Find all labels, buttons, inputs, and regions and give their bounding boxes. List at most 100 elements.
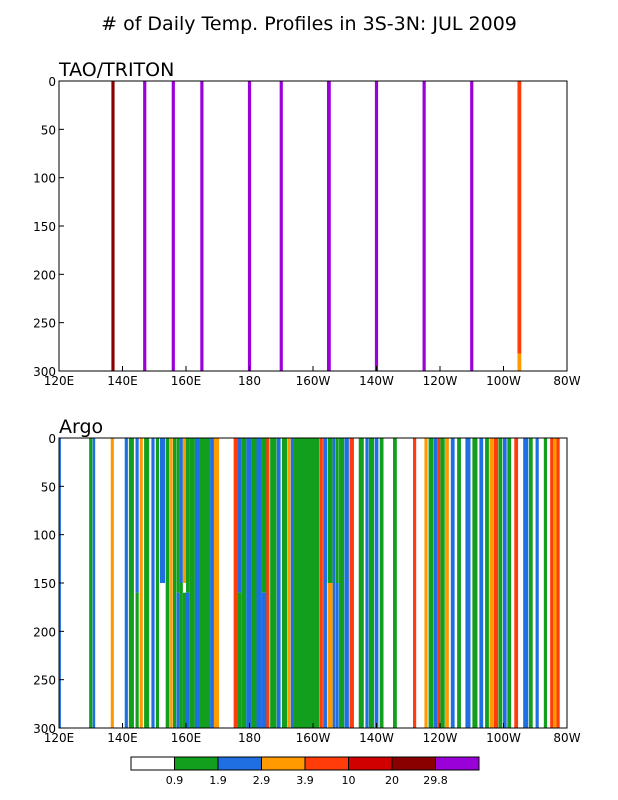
bar-4-segment-0	[124, 438, 128, 728]
bar-23-segment-0	[213, 438, 220, 728]
bar-22-segment-0	[210, 438, 214, 728]
x-tick-label-6: 120W	[423, 731, 458, 745]
bar-0-segment-0	[111, 81, 115, 371]
bar-16-segment-1	[179, 583, 183, 728]
bar-29-segment-0	[256, 438, 262, 728]
bar-8-segment-0	[144, 438, 150, 728]
bar-67-segment-0	[498, 438, 503, 728]
bar-6-segment-0	[135, 438, 139, 593]
y-tick-label-5: 250	[33, 674, 56, 688]
bar-31-segment-0	[266, 438, 270, 728]
y-tick-label-6: 300	[33, 365, 56, 379]
bar-30-segment-1	[261, 592, 267, 728]
bar-46-segment-0	[358, 438, 364, 728]
x-tick-label-8: 80W	[553, 731, 580, 745]
bar-36-segment-0	[290, 438, 294, 728]
x-tick-label-6: 120W	[423, 374, 458, 388]
tao-triton-x-axis: 120E 140E 160E 180 160W 140W 120W 100W 80W	[44, 366, 581, 388]
legend-swatch-2	[217, 756, 262, 771]
bar-52-segment-0	[413, 438, 417, 728]
legend-label-0: 0.9	[166, 774, 184, 787]
bar-60-segment-0	[457, 438, 461, 728]
panel-title-tao-triton: TAO/TRITON	[58, 59, 174, 81]
bar-3-segment-0	[110, 438, 114, 728]
bar-65-segment-0	[489, 438, 494, 728]
bar-12-segment-0	[165, 438, 170, 728]
bar-59-segment-0	[450, 438, 455, 728]
bar-38-segment-0	[319, 438, 323, 728]
legend-swatch-6	[391, 756, 436, 771]
y-tick-label-0: 0	[48, 432, 56, 446]
bar-2-segment-0	[171, 81, 175, 371]
panel-argo: Argo 120E 140E 160E 180 160W 140W 120W 100W 80W …	[33, 416, 581, 745]
y-tick-label-3: 150	[33, 220, 56, 234]
bar-13-segment-0	[170, 438, 173, 728]
legend-swatch-1	[174, 756, 219, 771]
bar-17-segment-0	[182, 438, 186, 583]
bar-10-segment-0	[517, 81, 522, 354]
bar-9-segment-0	[470, 81, 474, 371]
legend-swatch-5	[348, 756, 393, 771]
bar-30-segment-0	[261, 438, 267, 593]
y-tick-label-6: 300	[33, 722, 56, 736]
bar-19-segment-0	[189, 438, 195, 728]
bar-15-segment-0	[176, 438, 180, 593]
bar-49-segment-0	[374, 438, 379, 728]
bar-76-segment-0	[553, 438, 557, 728]
bar-33-segment-0	[276, 438, 281, 728]
bar-62-segment-0	[472, 438, 478, 728]
legend-swatch-7	[435, 756, 480, 771]
bar-44-segment-0	[344, 438, 349, 728]
bar-24-segment-0	[233, 438, 238, 728]
y-tick-label-0: 0	[48, 75, 56, 89]
bar-3-segment-0	[200, 81, 204, 371]
argo-bars	[59, 438, 560, 728]
bar-42-segment-1	[335, 583, 339, 728]
bar-75-segment-0	[550, 438, 554, 728]
bar-47-segment-0	[365, 438, 369, 728]
bar-34-segment-0	[281, 438, 287, 728]
panel-tao-triton: TAO/TRITON 120E 140E 160E 180 160W 140W 120W 10…	[33, 59, 581, 388]
bar-37-segment-0	[293, 438, 320, 728]
y-tick-label-4: 200	[33, 625, 56, 639]
bar-8-segment-0	[422, 81, 426, 371]
bar-20-segment-0	[194, 438, 200, 728]
bar-54-segment-0	[428, 438, 434, 728]
bar-25-segment-0	[237, 438, 242, 593]
y-tick-label-2: 100	[33, 172, 56, 186]
bar-18-segment-0	[186, 438, 190, 593]
argo-x-axis: 120E 140E 160E 180 160W 140W 120W 100W 80W	[44, 723, 581, 745]
bar-69-segment-0	[507, 438, 512, 728]
panel-title-argo: Argo	[59, 416, 103, 438]
legend-swatch-0	[130, 756, 175, 771]
bar-41-segment-0	[332, 438, 336, 728]
bar-2-segment-0	[92, 438, 96, 728]
bar-14-segment-0	[172, 438, 177, 728]
x-tick-label-2: 160E	[171, 374, 202, 388]
x-tick-label-8: 80W	[553, 374, 580, 388]
bar-53-segment-0	[424, 438, 428, 728]
bar-51-segment-0	[393, 438, 397, 728]
bar-74-segment-0	[543, 438, 547, 728]
bar-68-segment-0	[502, 438, 507, 728]
x-tick-label-4: 160W	[296, 374, 331, 388]
bar-17-segment-1	[182, 592, 186, 728]
x-tick-label-3: 180	[238, 731, 261, 745]
x-tick-label-4: 160W	[296, 731, 331, 745]
legend-label-6: 29.8	[423, 774, 448, 787]
bar-5-segment-0	[128, 438, 134, 728]
bar-5-segment-0	[279, 81, 283, 371]
legend-label-4: 10	[342, 774, 356, 787]
x-tick-label-0: 120E	[44, 731, 75, 745]
tao-triton-plot-frame	[58, 80, 568, 372]
bar-18-segment-1	[186, 592, 190, 728]
bar-73-segment-0	[535, 438, 539, 728]
bar-1-segment-0	[143, 81, 147, 371]
bar-40-segment-0	[327, 438, 333, 583]
bar-45-segment-0	[349, 438, 354, 728]
y-tick-label-2: 100	[33, 529, 56, 543]
bar-16-segment-0	[179, 438, 183, 583]
bar-63-segment-0	[479, 438, 484, 728]
x-tick-label-7: 100W	[486, 374, 521, 388]
